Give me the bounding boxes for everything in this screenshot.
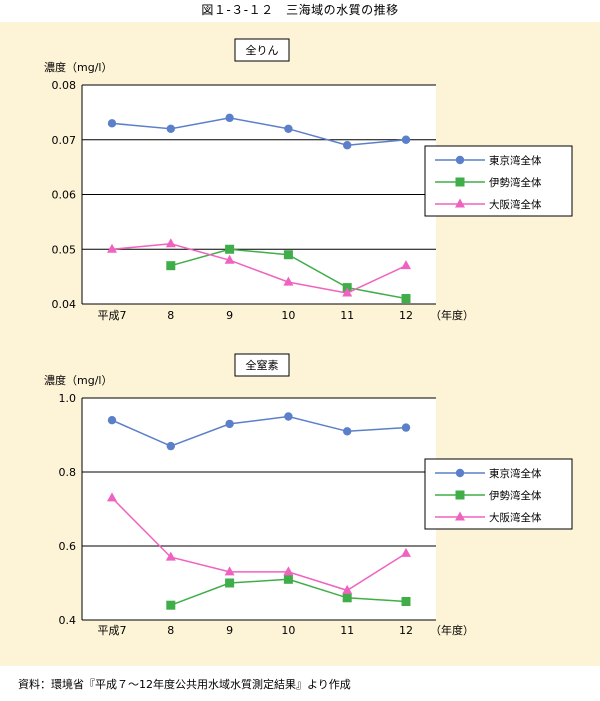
chart-2-legend-label-1: 東京湾全体	[489, 467, 542, 480]
chart-2-series-3-point-0	[107, 492, 117, 502]
chart-1-legend-marker-2	[455, 177, 465, 187]
chart-1-series-1-point-2	[225, 113, 234, 123]
chart-2-series-2-point-3	[283, 574, 293, 584]
chart-2-series-3-point-4	[342, 584, 353, 594]
chart-1-ytick-1: 0.05	[52, 243, 77, 256]
chart-2-series-1-point-0	[107, 416, 117, 425]
chart-1-xtick-4: 11	[340, 309, 354, 322]
chart-2-plot-area	[82, 398, 436, 620]
chart-2-xtick-3: 10	[281, 624, 295, 637]
chart-2-series-2-point-2	[225, 578, 235, 588]
chart-1-series-3-point-4	[342, 287, 353, 297]
chart-1-title: 全りん	[246, 43, 279, 57]
chart-1-series-3-point-0	[107, 243, 117, 253]
chart-2-ytick-1: 0.6	[59, 540, 77, 553]
chart-2-series-1-point-1	[166, 441, 175, 451]
chart-2-series-1-point-5	[401, 423, 411, 432]
chart-2-series-3-point-5	[401, 547, 411, 557]
chart-1-xtick-2: 9	[226, 309, 233, 322]
source-note: 資料：環境省『平成７～12年度公共用水域水質測定結果』より作成	[18, 678, 351, 691]
chart-2-series-2-point-5	[401, 597, 411, 606]
chart-1-xtick-5: 12	[399, 309, 413, 322]
chart-1-series-3-point-1	[165, 238, 176, 248]
chart-2-title-box	[234, 353, 290, 377]
chart-1-ytick-4: 0.08	[52, 79, 77, 92]
chart-1-series-1-point-3	[284, 124, 293, 133]
chart-1-series-1-point-4	[343, 141, 352, 150]
chart-2-legend-label-3: 大阪湾全体	[489, 511, 542, 524]
chart-1-series-1-point-0	[107, 119, 117, 128]
chart-1-ytick-2: 0.06	[52, 189, 77, 202]
chart-1-xtick-3: 10	[281, 309, 295, 322]
chart-2-ytick-2: 0.8	[59, 466, 77, 479]
chart-2-xtick-2: 9	[226, 624, 233, 637]
chart-1-legend-marker-1	[455, 155, 465, 165]
chart-1-series-3-point-5	[401, 260, 411, 270]
chart-2-xtick-5: 12	[399, 624, 413, 637]
chart-2-xtick-0: 平成7	[98, 624, 127, 637]
chart-1-ylabel: 濃度（mg/l）	[44, 60, 112, 74]
chart-1-series-1-point-5	[401, 135, 411, 144]
chart-1-series-2-point-2	[225, 244, 235, 254]
chart-1-series-2-point-3	[283, 250, 293, 260]
figure-title: 図１-３-１２ 三海域の水質の推移	[201, 3, 399, 17]
chart-2-series-3-point-2	[224, 566, 235, 576]
chart-1-ytick-0: 0.04	[52, 298, 77, 311]
chart-2-series-2-point-1	[166, 600, 176, 610]
chart-2-xlabel: （年度）	[430, 623, 474, 637]
chart-1-title-box	[234, 38, 290, 62]
chart-1-series-2-point-5	[401, 294, 411, 304]
chart-1-series-1-point-1	[166, 124, 175, 133]
chart-2-series-3-point-1	[165, 551, 176, 561]
chart-1-xtick-1: 8	[167, 309, 174, 322]
chart-1-series-1-line	[111, 117, 407, 146]
chart-2-legend-label-2: 伊勢湾全体	[489, 489, 542, 502]
chart-2-series-3-line	[111, 497, 407, 592]
chart-2-legend-marker-3	[455, 511, 465, 521]
chart-panel: 全りん濃度（mg/l） 0.04 0.05 0.06 0.07 0.08 平成7 8 9 10 11…	[0, 22, 600, 666]
chart-2-legend-marker-2	[455, 490, 465, 500]
chart-1-legend-label-1: 東京湾全体	[489, 154, 542, 167]
chart-1-series-3-line	[111, 243, 407, 294]
chart-2-series-1-point-4	[343, 427, 352, 436]
chart-1-series-3-point-3	[283, 276, 294, 286]
chart-1-series-2-point-1	[166, 261, 176, 271]
chart-2-ytick-3: 1.0	[59, 392, 77, 405]
chart-1-legend-label-2: 伊勢湾全体	[489, 176, 542, 189]
chart-1-ytick-3: 0.07	[52, 134, 77, 147]
chart-1-xlabel: （年度）	[430, 308, 474, 322]
chart-2-series-1-line	[111, 415, 407, 447]
chart-2-title: 全窒素	[246, 358, 279, 372]
chart-2-legend-marker-1	[455, 468, 465, 478]
chart-2-xtick-4: 11	[340, 624, 354, 637]
chart-2-series-3-point-3	[283, 566, 294, 576]
chart-1-xtick-0: 平成7	[98, 309, 127, 322]
chart-2-series-1-point-3	[284, 412, 293, 421]
chart-2-series-1-point-2	[225, 419, 234, 429]
chart-1-series-3-point-2	[224, 254, 235, 264]
chart-2-ytick-0: 0.4	[59, 614, 77, 627]
chart-2-xtick-1: 8	[167, 624, 174, 637]
chart-2-series-2-point-4	[342, 593, 352, 603]
chart-1-legend-marker-3	[455, 198, 465, 208]
chart-1-legend-label-3: 大阪湾全体	[489, 198, 542, 211]
chart-2-ylabel: 濃度（mg/l）	[44, 373, 112, 387]
